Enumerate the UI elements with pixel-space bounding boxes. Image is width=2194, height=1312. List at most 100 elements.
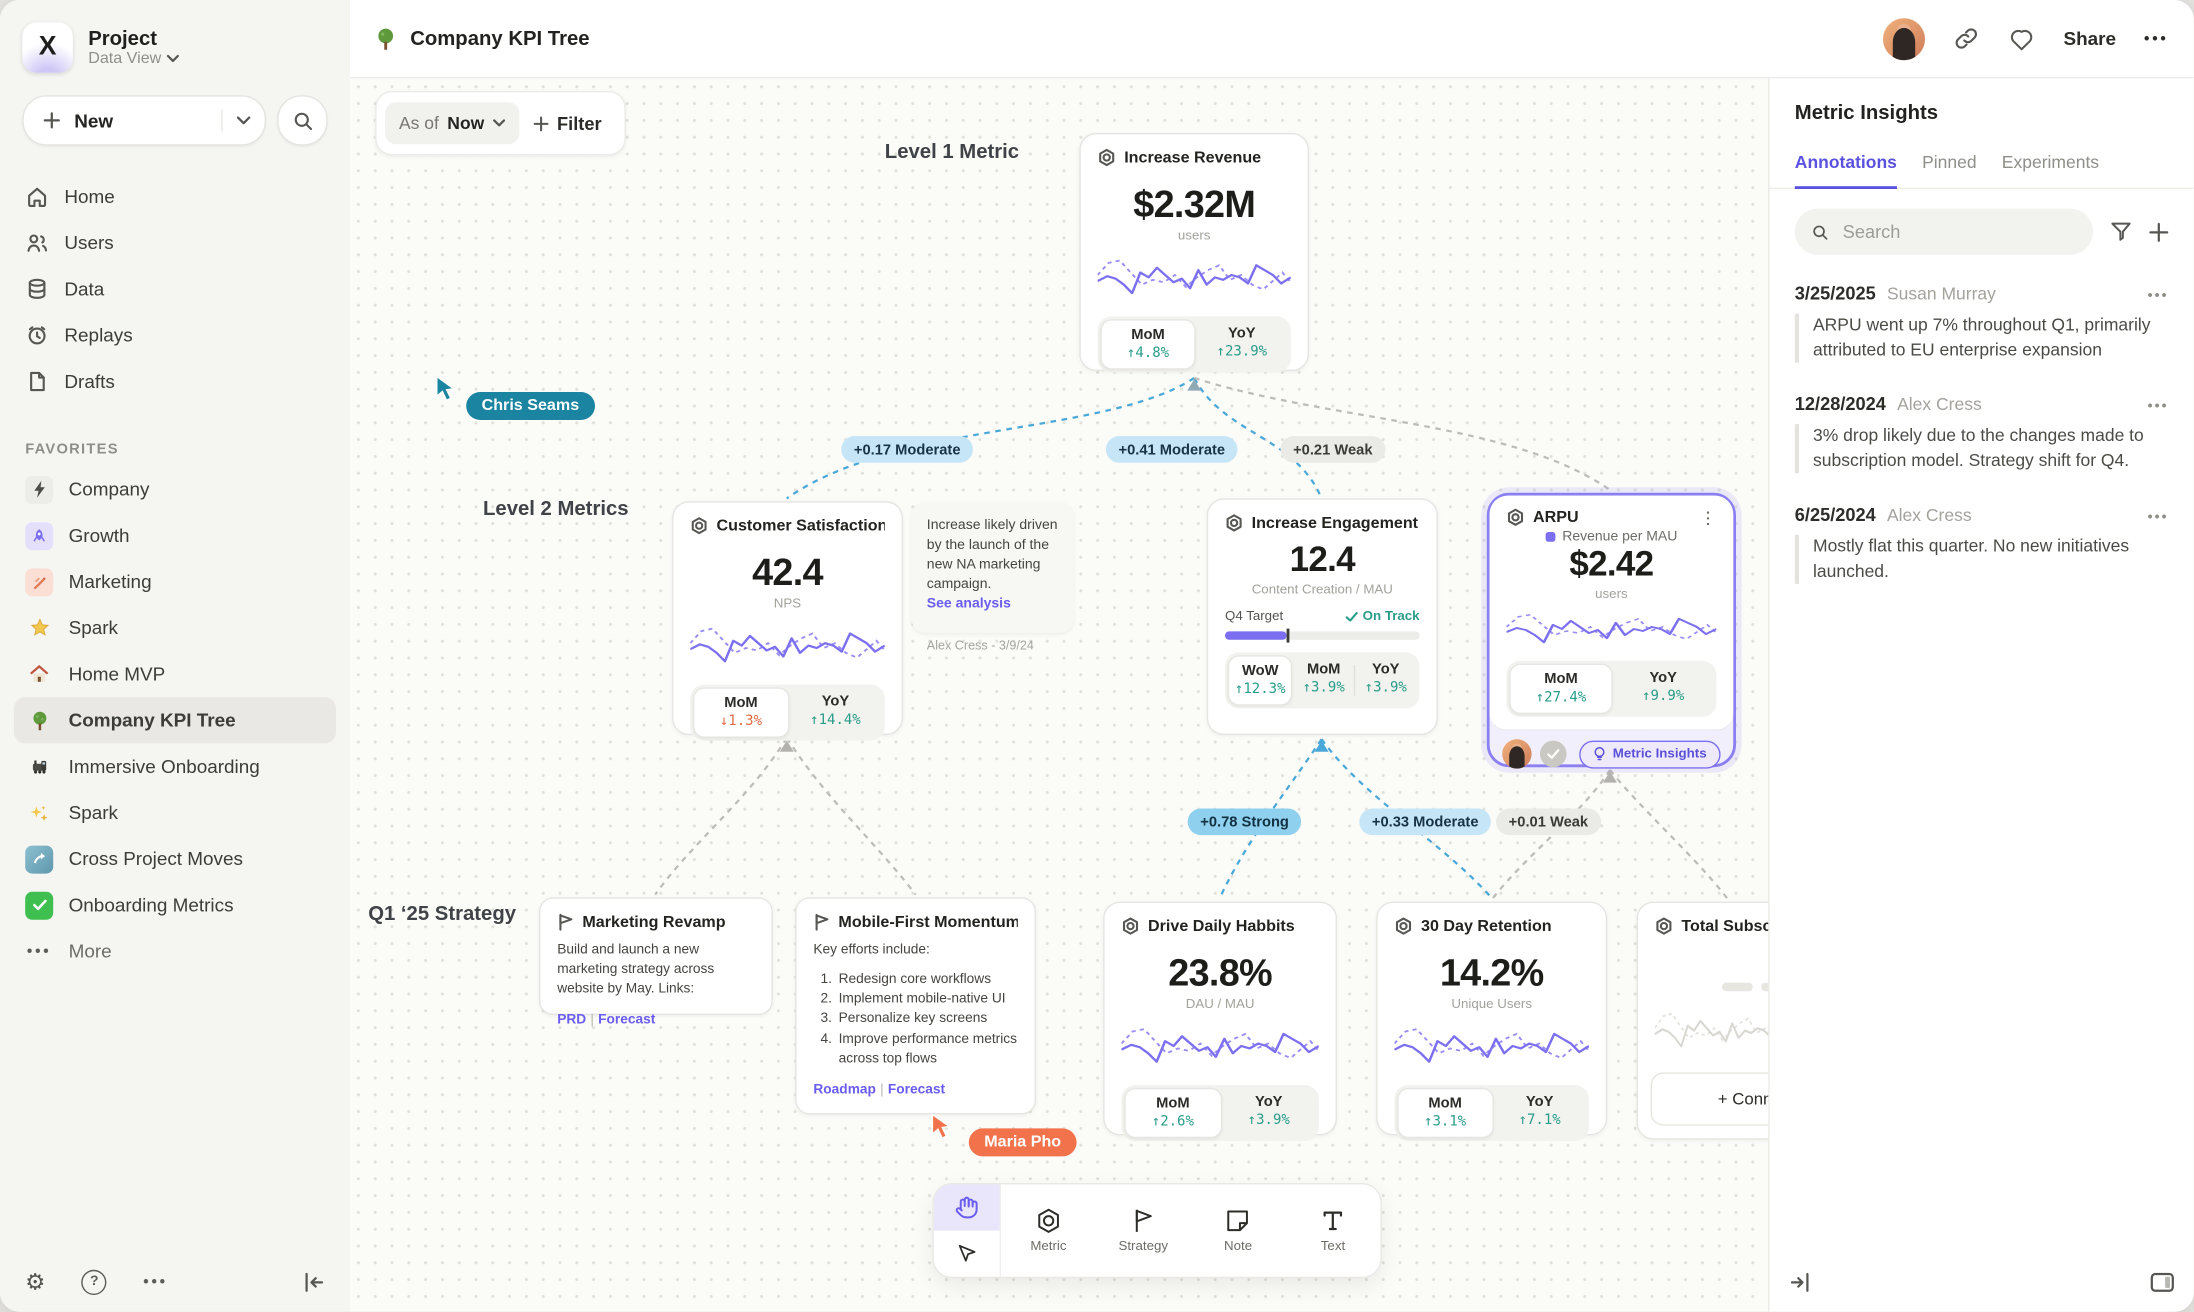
strategy-card-marketing-revamp[interactable]: Marketing Revamp Build and launch a new … xyxy=(539,897,773,1027)
search-input[interactable] xyxy=(1839,219,2077,244)
replay-clock-icon xyxy=(28,326,46,345)
metric-value: 23.8% xyxy=(1168,952,1272,994)
stat-mom[interactable]: MoM ↓1.3% xyxy=(693,687,789,738)
metric-card-customer-satisfaction[interactable]: Customer Satisfaction 42.4 NPS MoM ↓1.3% … xyxy=(672,501,903,741)
annotation-item[interactable]: 6/25/2024 Alex Cress ••• Mostly flat thi… xyxy=(1794,504,2169,584)
user-avatar[interactable] xyxy=(1882,17,1925,60)
forecast-link[interactable]: Forecast xyxy=(598,1011,656,1028)
annotation-menu-icon[interactable]: ••• xyxy=(2147,399,2169,415)
kpi-canvas[interactable]: As of Now Filter Level 1 Metric Level 2 M… xyxy=(350,78,1769,1312)
select-tool[interactable] xyxy=(934,1231,1000,1277)
annotation-menu-icon[interactable]: ••• xyxy=(2147,288,2169,304)
annotations-search[interactable] xyxy=(1794,208,2093,255)
edge-label: +0.01 Weak xyxy=(1496,808,1601,836)
search-button[interactable] xyxy=(277,95,328,146)
sidebar-fav-immersive-onboarding[interactable]: Immersive Onboarding xyxy=(14,743,336,789)
collapse-sidebar-icon[interactable] xyxy=(302,1272,324,1292)
stat-yoy[interactable]: YoY ↑23.9% xyxy=(1216,324,1268,360)
see-analysis-link[interactable]: See analysis xyxy=(926,596,1011,612)
filter-funnel-icon[interactable] xyxy=(2110,221,2132,242)
filter-button[interactable]: Filter xyxy=(533,113,615,134)
search-icon xyxy=(1813,224,1828,239)
expand-panel-icon[interactable] xyxy=(1789,1272,1811,1293)
stat-mom[interactable]: MoM ↑3.9% xyxy=(1293,655,1355,705)
note-tool[interactable]: Note xyxy=(1191,1184,1286,1276)
stat-mom[interactable]: MoM ↑27.4% xyxy=(1509,663,1613,714)
toggle-sidebar-icon[interactable] xyxy=(2150,1272,2174,1293)
as-of-dropdown[interactable]: As of Now xyxy=(385,102,520,145)
flag-icon xyxy=(815,913,829,931)
project-title: Project xyxy=(88,27,158,50)
more-options-icon[interactable]: ••• xyxy=(2144,30,2169,47)
metric-card-total-subscriptions[interactable]: Total Subscript + Connect xyxy=(1636,901,1769,1140)
sidebar-item-users[interactable]: Users xyxy=(14,220,336,266)
stat-mom[interactable]: MoM ↑2.6% xyxy=(1124,1087,1222,1139)
share-button[interactable]: Share xyxy=(2063,28,2117,49)
hand-tool[interactable] xyxy=(933,1184,1000,1231)
metric-card-30-day-retention[interactable]: 30 Day Retention 14.2% Unique Users MoM ↑… xyxy=(1376,901,1608,1141)
metric-card-increase-revenue[interactable]: Increase Revenue $2.32M users MoM ↑4.8% Y… xyxy=(1079,133,1309,373)
metric-insights-badge[interactable]: Metric Insights xyxy=(1579,739,1721,768)
chevron-down-icon[interactable] xyxy=(236,115,251,126)
sidebar-fav-onboarding-metrics[interactable]: Onboarding Metrics xyxy=(14,882,336,928)
stat-yoy[interactable]: YoY ↑3.9% xyxy=(1364,660,1407,696)
stat-yoy[interactable]: YoY ↑3.9% xyxy=(1247,1093,1290,1129)
sidebar-fav-company-kpi-tree[interactable]: Company KPI Tree xyxy=(14,697,336,744)
settings-gear-icon[interactable]: ⚙ xyxy=(25,1268,46,1295)
plus-icon xyxy=(43,112,60,129)
tab-annotations[interactable]: Annotations xyxy=(1794,153,1897,189)
sidebar-item-replays[interactable]: Replays xyxy=(14,312,336,358)
users-icon xyxy=(27,234,48,252)
stat-yoy[interactable]: YoY ↑7.1% xyxy=(1518,1093,1561,1129)
annotation-item[interactable]: 12/28/2024 Alex Cress ••• 3% drop likely… xyxy=(1794,393,2169,474)
stat-wow[interactable]: WoW ↑12.3% xyxy=(1227,655,1293,706)
stat-row: MoM ↓1.3% YoY ↑14.4% xyxy=(690,684,885,741)
sidebar-fav-spark[interactable]: Spark xyxy=(14,605,336,651)
forecast-link[interactable]: Forecast xyxy=(887,1082,946,1098)
strategy-label: Q1 ‘25 Strategy xyxy=(368,903,517,926)
strategy-tool[interactable]: Strategy xyxy=(1096,1184,1191,1276)
prd-link[interactable]: PRD xyxy=(557,1011,587,1028)
strategy-card-mobile-first-momentum[interactable]: Mobile-First Momentum Key efforts includ… xyxy=(795,897,1036,1115)
project-subtitle[interactable]: Data View xyxy=(88,51,180,68)
new-button[interactable]: New xyxy=(22,95,267,146)
roadmap-link[interactable]: Roadmap xyxy=(813,1082,876,1098)
copy-link-icon[interactable] xyxy=(1953,25,1980,52)
sidebar-fav-home-mvp[interactable]: Home MVP xyxy=(14,651,336,697)
tab-pinned[interactable]: Pinned xyxy=(1922,152,1977,173)
sidebar-item-drafts[interactable]: Drafts xyxy=(14,358,336,404)
add-annotation-icon[interactable] xyxy=(2149,222,2169,242)
sidebar-item-data[interactable]: Data xyxy=(14,266,336,312)
sidebar-fav-cross-project-moves[interactable]: Cross Project Moves xyxy=(14,836,336,882)
metric-card-increase-engagement[interactable]: Increase Engagement 12.4 Content Creatio… xyxy=(1206,498,1438,735)
sparkline-chart xyxy=(1121,1021,1319,1074)
card-menu-icon[interactable]: ⋮ xyxy=(1699,507,1717,528)
favorite-heart-icon[interactable] xyxy=(2007,26,2035,51)
metric-tool[interactable]: Metric xyxy=(1001,1184,1096,1276)
stat-yoy[interactable]: YoY ↑14.4% xyxy=(810,693,861,728)
text-tool[interactable]: Text xyxy=(1286,1184,1381,1276)
sidebar-more-options-icon[interactable]: ••• xyxy=(143,1273,168,1291)
annotation-menu-icon[interactable]: ••• xyxy=(2147,509,2169,525)
sidebar-item-home[interactable]: Home xyxy=(14,174,336,220)
sidebar-fav-marketing[interactable]: Marketing xyxy=(14,559,336,605)
sidebar-fav-spark-2[interactable]: Spark xyxy=(14,790,336,836)
connect-data-button[interactable]: + Connect xyxy=(1650,1072,1769,1126)
target-label: Q4 Target xyxy=(1225,609,1284,625)
metric-card-drive-daily-habbits[interactable]: Drive Daily Habbits 23.8% DAU / MAU MoM ↑… xyxy=(1103,901,1337,1141)
annotation-item[interactable]: 3/25/2025 Susan Murray ••• ARPU went up … xyxy=(1794,283,2169,363)
help-icon[interactable]: ? xyxy=(81,1269,107,1295)
metric-card-arpu[interactable]: ARPU ⋮ Revenue per MAU $2.42 users MoM ↑2… xyxy=(1486,492,1736,769)
stat-yoy[interactable]: YoY ↑9.9% xyxy=(1642,669,1685,705)
stat-mom[interactable]: MoM ↑3.1% xyxy=(1397,1087,1494,1139)
sidebar-more[interactable]: ••• More xyxy=(14,928,336,974)
sidebar-fav-company[interactable]: Company xyxy=(14,466,336,512)
note-card[interactable]: Increase likely driven by the launch of … xyxy=(911,502,1074,652)
stat-mom[interactable]: MoM ↑4.8% xyxy=(1100,319,1196,370)
metric-hexagon-icon xyxy=(1507,508,1524,526)
topbar: Company KPI Tree Share ••• xyxy=(350,0,2194,79)
project-switcher[interactable]: X Project Data View xyxy=(0,0,350,87)
level-1-label: Level 1 Metric xyxy=(884,141,1020,164)
tab-experiments[interactable]: Experiments xyxy=(2001,152,2100,173)
sidebar-fav-growth[interactable]: Growth xyxy=(14,512,336,558)
